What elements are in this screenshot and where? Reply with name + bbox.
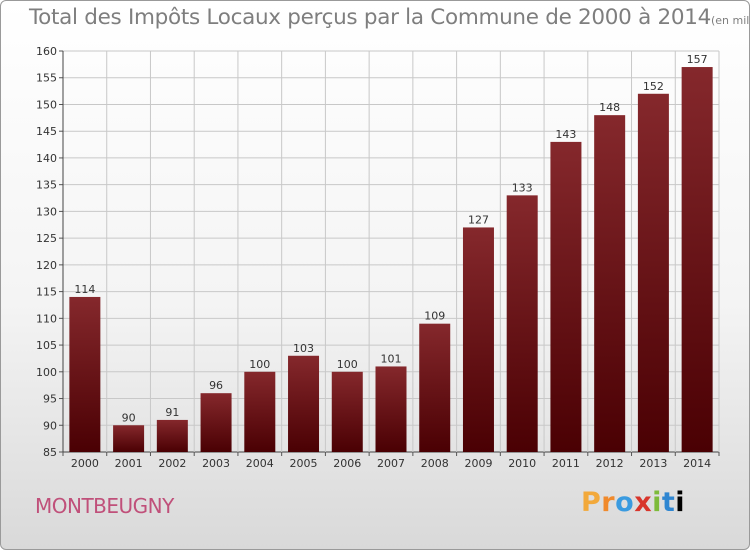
data-label: 143 <box>555 128 576 141</box>
x-tick-label: 2002 <box>158 457 186 470</box>
y-tick-label: 145 <box>36 125 57 138</box>
bar <box>419 323 451 452</box>
data-label: 100 <box>249 358 270 371</box>
x-tick-label: 2012 <box>596 457 624 470</box>
chart-title-text: Total des Impôts Locaux perçus par la Co… <box>29 5 711 30</box>
commune-name: MONTBEUGNY <box>35 494 174 518</box>
y-tick-label: 155 <box>36 72 57 85</box>
x-tick-label: 2004 <box>246 457 274 470</box>
y-tick-label: 115 <box>36 286 57 299</box>
x-tick-label: 2011 <box>552 457 580 470</box>
y-tick-label: 110 <box>36 312 57 325</box>
chart-title: Total des Impôts Locaux perçus par la Co… <box>29 5 750 30</box>
data-label: 133 <box>512 181 533 194</box>
x-tick-label: 2006 <box>333 457 361 470</box>
data-label: 90 <box>122 411 136 424</box>
bar <box>156 419 188 452</box>
x-tick-label: 2014 <box>683 457 711 470</box>
y-tick-label: 95 <box>43 393 57 406</box>
data-label: 109 <box>424 310 445 323</box>
logo-letter: i <box>652 487 662 518</box>
y-tick-label: 120 <box>36 259 57 272</box>
y-tick-label: 90 <box>43 419 57 432</box>
logo-letter: o <box>615 487 635 518</box>
bar <box>244 371 276 452</box>
x-tick-label: 2010 <box>508 457 536 470</box>
logo-letter: x <box>634 487 653 518</box>
y-tick-label: 160 <box>36 45 57 58</box>
x-tick-label: 2000 <box>71 457 99 470</box>
bar <box>506 195 538 453</box>
bar <box>113 425 145 452</box>
x-tick-label: 2013 <box>639 457 667 470</box>
y-tick-label: 150 <box>36 98 57 111</box>
bar <box>200 393 232 452</box>
bar <box>288 355 320 452</box>
x-tick-label: 2001 <box>115 457 143 470</box>
data-label: 101 <box>381 352 402 365</box>
x-tick-label: 2008 <box>421 457 449 470</box>
bar <box>637 93 669 453</box>
data-label: 103 <box>293 342 314 355</box>
bar <box>681 67 713 452</box>
bar <box>550 141 582 453</box>
data-label: 148 <box>599 101 620 114</box>
x-tick-label: 2009 <box>464 457 492 470</box>
y-tick-label: 105 <box>36 339 57 352</box>
x-tick-label: 2005 <box>290 457 318 470</box>
y-tick-label: 85 <box>43 446 57 459</box>
bar <box>331 371 363 452</box>
chart-title-unit: (en milliers d'€) <box>711 14 750 27</box>
logo-letter: P <box>581 487 602 518</box>
data-label: 96 <box>209 379 223 392</box>
labels: 85 90 95 100 105 110 115 120 125 130 135 140 145 150 1… <box>36 45 711 470</box>
logo-letter: r <box>601 487 616 518</box>
data-label: 127 <box>468 213 489 226</box>
data-label: 152 <box>643 80 664 93</box>
data-label: 100 <box>337 358 358 371</box>
x-tick-label: 2003 <box>202 457 230 470</box>
y-tick-label: 100 <box>36 366 57 379</box>
y-tick-label: 130 <box>36 205 57 218</box>
data-label: 114 <box>74 283 95 296</box>
bar <box>594 115 626 452</box>
x-tick-label: 2007 <box>377 457 405 470</box>
bar <box>462 227 494 452</box>
logo-letter: t <box>661 487 676 518</box>
y-tick-label: 140 <box>36 152 57 165</box>
bar <box>69 296 101 452</box>
logo-letter: i <box>675 487 686 518</box>
y-tick-label: 125 <box>36 232 57 245</box>
bar <box>375 366 407 452</box>
y-tick-label: 135 <box>36 179 57 192</box>
data-label: 157 <box>687 53 708 66</box>
proxiti-logo: Proxiti <box>581 487 685 518</box>
bars <box>69 67 713 453</box>
data-label: 91 <box>165 406 179 419</box>
